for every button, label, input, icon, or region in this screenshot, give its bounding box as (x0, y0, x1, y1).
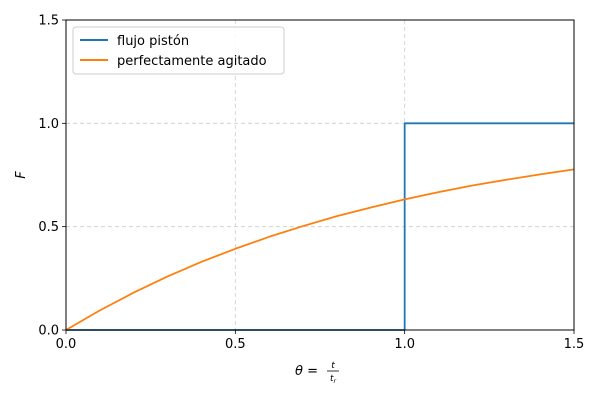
legend-label-perfectamente-agitado: perfectamente agitado (117, 54, 267, 69)
legend-box (72, 26, 285, 75)
plot-frame (65, 19, 575, 331)
x-axis-label-den-base: t (330, 374, 334, 384)
legend: flujo pistón perfectamente agitado (72, 26, 285, 75)
x-tick-label: 1.0 (394, 337, 415, 352)
x-axis-label: θ = t tr (295, 361, 339, 385)
x-tick-label: 0.5 (225, 337, 246, 352)
legend-label-flujo-piston: flujo pistón (117, 34, 189, 49)
x-tick-label: 1.5 (564, 337, 585, 352)
series-line-perfectamente-agitado (65, 168, 575, 331)
y-tick-label: 1.0 (38, 117, 59, 132)
y-tick-label: 0.5 (38, 220, 59, 235)
x-tick-label: 0.0 (56, 337, 77, 352)
x-axis-label-numerator: t (331, 361, 335, 371)
x-axis-label-main: θ = (295, 364, 318, 379)
y-tick-label: 1.5 (38, 14, 59, 29)
x-axis-label-denominator: tr (330, 374, 337, 385)
x-axis: 0.0 0.5 1.0 1.5 (56, 330, 585, 352)
x-axis-label-den-sub: r (334, 378, 337, 385)
y-axis-label: F (14, 171, 29, 179)
y-axis: 0.0 0.5 1.0 1.5 (38, 14, 66, 339)
y-tick-label: 0.0 (38, 324, 59, 339)
